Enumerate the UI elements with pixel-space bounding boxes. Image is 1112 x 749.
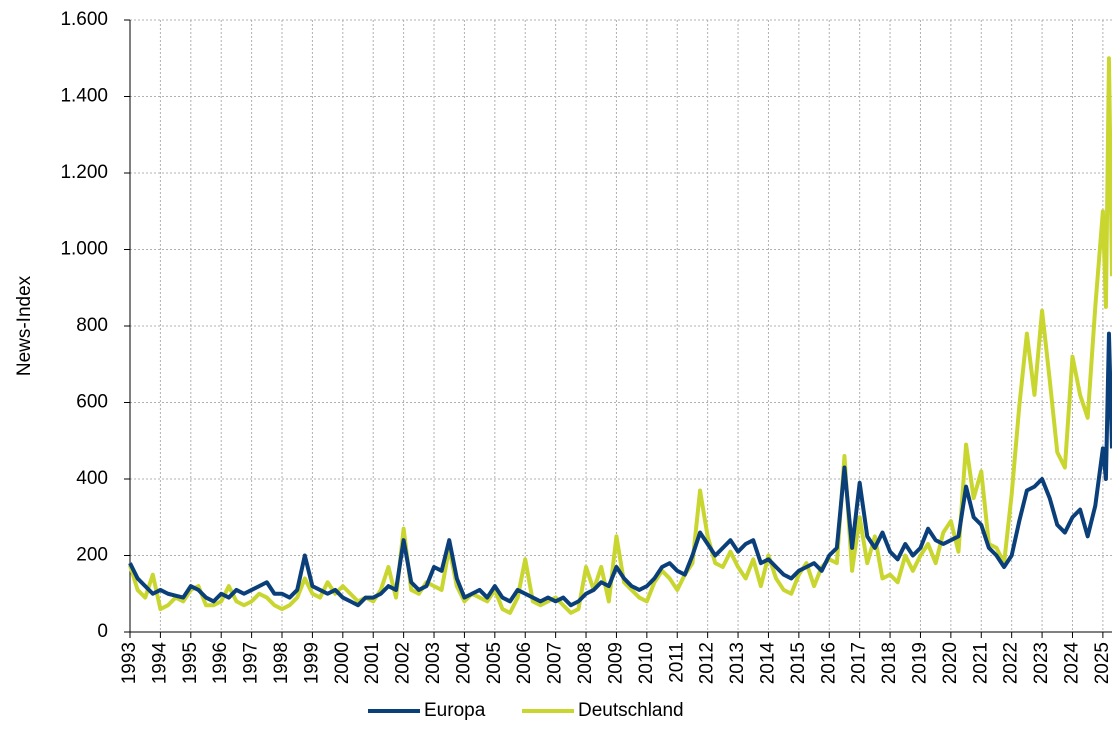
x-tick-label: 1998 [271,642,292,684]
x-tick-label: 2016 [818,642,839,684]
y-tick-label: 0 [97,621,108,642]
legend-label: Europa [424,700,486,721]
legend-label: Deutschland [578,700,684,721]
x-tick-label: 2025 [1092,642,1112,684]
y-tick-label: 200 [76,545,108,566]
x-tick-label: 2006 [514,642,535,684]
x-tick-label: 2024 [1061,642,1082,685]
y-tick-label: 400 [76,468,108,489]
x-tick-label: 2005 [484,642,505,684]
series-line [128,56,1112,615]
x-tick-label: 2022 [1001,642,1022,684]
x-tick-label: 2007 [545,642,566,684]
x-tick-label: 2014 [757,642,778,685]
x-tick-label: 2002 [393,642,414,684]
x-tick-label: 2023 [1031,642,1052,684]
x-tick-label: 2001 [362,642,383,684]
y-tick-label: 1.600 [60,9,108,30]
x-tick-label: 2012 [697,642,718,684]
y-tick-label: 600 [76,392,108,413]
y-tick-label: 1.400 [60,86,108,107]
x-tick-label: 2010 [636,642,657,684]
x-tick-label: 2008 [575,642,596,684]
y-tick-label: 1.000 [60,239,108,260]
x-tick-label: 2004 [453,642,474,685]
x-tick-label: 2009 [605,642,626,684]
x-tick-label: 1996 [210,642,231,684]
y-tick-label: 1.200 [60,162,108,183]
y-axis-label: News-Index [14,275,35,376]
x-tick-label: 2017 [849,642,870,684]
x-tick-label: 2013 [727,642,748,684]
x-tick-label: 2003 [423,642,444,684]
x-tick-label: 2021 [970,642,991,684]
y-tick-label: 800 [76,315,108,336]
x-tick-label: 2000 [332,642,353,684]
x-tick-label: 2019 [909,642,930,684]
x-tick-label: 2020 [940,642,961,684]
series-line [128,331,1112,608]
x-tick-label: 2015 [788,642,809,684]
x-tick-label: 2011 [666,642,687,683]
x-tick-label: 1994 [149,642,170,685]
x-tick-label: 1995 [180,642,201,684]
x-tick-label: 1997 [241,642,262,684]
x-tick-label: 1999 [301,642,322,684]
x-tick-label: 1993 [119,642,140,684]
x-tick-label: 2018 [879,642,900,684]
